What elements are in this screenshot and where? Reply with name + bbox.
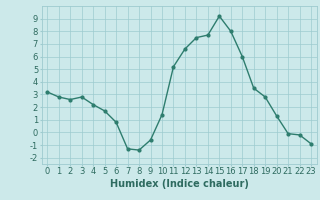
X-axis label: Humidex (Indice chaleur): Humidex (Indice chaleur) (110, 179, 249, 189)
